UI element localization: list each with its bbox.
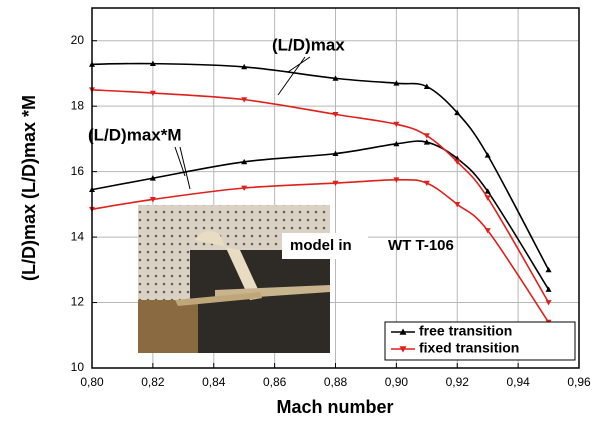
grid — [91, 8, 580, 369]
marker — [332, 111, 339, 118]
y-tick-label: 14 — [71, 229, 85, 243]
y-tick-label: 18 — [71, 98, 85, 112]
marker — [241, 185, 248, 191]
x-tick-label: 0,86 — [263, 375, 287, 389]
marker — [454, 109, 461, 116]
marker — [545, 300, 552, 306]
marker — [149, 197, 156, 203]
x-tick-label: 0,90 — [385, 375, 409, 389]
legend-label: free transition — [419, 323, 512, 339]
legend-marker — [399, 346, 407, 353]
marker — [241, 63, 248, 70]
marker — [393, 140, 400, 147]
marker — [423, 180, 430, 187]
marker — [332, 75, 339, 81]
inset-photo — [138, 205, 368, 353]
marker — [484, 228, 491, 234]
legend-marker — [399, 328, 407, 335]
marker — [332, 150, 339, 157]
marker — [484, 188, 491, 194]
x-tick-label: 0,88 — [324, 375, 348, 389]
y-tick-label: 10 — [71, 360, 85, 374]
marker — [332, 180, 339, 187]
marker — [484, 195, 491, 201]
x-tick-label: 0,94 — [506, 375, 530, 389]
x-tick-label: 0,96 — [567, 375, 591, 389]
inset-label: model in — [290, 237, 352, 254]
x-axis-title: Mach number — [276, 397, 393, 417]
marker — [393, 177, 400, 183]
marker — [241, 97, 248, 103]
x-tick-label: 0,84 — [202, 375, 226, 389]
y-tick-label: 16 — [71, 164, 85, 178]
marker — [454, 159, 461, 165]
annotation-arrow — [174, 146, 191, 190]
marker — [454, 201, 461, 208]
marker — [393, 121, 400, 128]
y-tick-label: 12 — [71, 295, 85, 309]
plot-area — [89, 60, 552, 326]
legend-box — [384, 321, 576, 361]
annotation-arrow — [277, 56, 311, 96]
x-tick-label: 0,80 — [80, 375, 104, 389]
marker — [149, 90, 156, 97]
marker — [241, 158, 248, 165]
y-axis-title: (L/D)max (L/D)max *M — [19, 95, 39, 281]
legend-label: fixed transition — [419, 340, 519, 356]
marker — [545, 286, 552, 292]
marker — [423, 83, 430, 89]
x-tick-label: 0,82 — [141, 375, 165, 389]
marker — [393, 80, 400, 86]
annotation: (L/D)max*M — [88, 125, 182, 144]
x-tick-label: 0,92 — [446, 375, 470, 389]
marker — [484, 152, 491, 158]
y-tick-label: 20 — [71, 33, 85, 47]
marker — [423, 133, 430, 139]
marker — [149, 60, 156, 67]
marker — [149, 175, 156, 181]
marker — [545, 266, 552, 273]
annotation: (L/D)max — [272, 35, 345, 54]
marker — [423, 139, 430, 145]
inset-label: WT T-106 — [388, 237, 454, 254]
